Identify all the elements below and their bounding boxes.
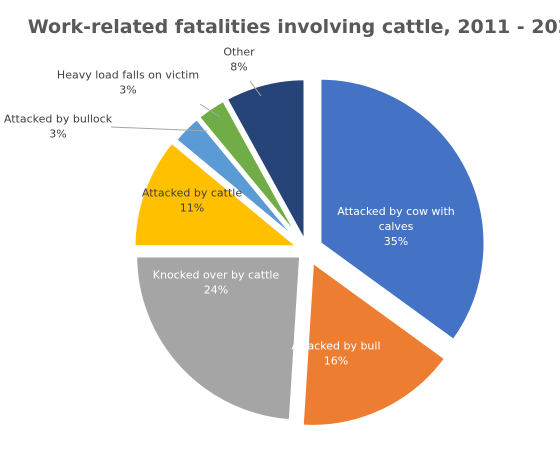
data-label-heavy-load-falls-on-victim: Heavy load falls on victim 3% [57, 69, 199, 97]
data-label-attacked-by-bullock: Attacked by bullock 3% [4, 113, 113, 141]
slice-label-text: Attacked by bullock [4, 113, 113, 126]
slice-label-text: Knocked over by cattle [153, 269, 280, 282]
slice-percent: 3% [119, 84, 136, 97]
slice-knocked-over-by-cattle [133, 253, 304, 424]
data-label-other: Other 8% [223, 46, 255, 74]
slice-label-text: Attacked by cow with [337, 205, 455, 218]
pie-slices [131, 75, 488, 429]
slice-heavy-load-falls-on-victim [194, 96, 306, 247]
slice-percent: 16% [324, 355, 348, 368]
data-label-attacked-by-cow-with-calves: Attacked by cow with calves 35% [337, 205, 455, 248]
slice-label-text: calves [379, 220, 414, 233]
leader-line-other [249, 80, 262, 97]
data-label-attacked-by-bull: Attacked by bull 16% [291, 340, 380, 368]
slice-attacked-by-bull [299, 257, 450, 429]
slice-percent: 11% [180, 202, 204, 215]
slice-other [222, 76, 308, 246]
slice-label-text: Heavy load falls on victim [57, 69, 199, 82]
slice-percent: 24% [204, 284, 228, 297]
slice-percent: 35% [384, 235, 408, 248]
slice-label-text: Attacked by cattle [142, 187, 242, 200]
chart-title: Work-related fatalities involving cattle… [28, 16, 560, 38]
data-label-attacked-by-cattle: Attacked by cattle 11% [142, 187, 242, 215]
slice-percent: 3% [49, 128, 66, 141]
slice-labels: Attacked by cow with calves 35%Attacked by… [4, 46, 455, 368]
leader-line-attacked-by-bullock [110, 126, 208, 132]
leader-line-heavy-load-falls-on-victim [199, 103, 221, 118]
slice-percent: 8% [230, 61, 247, 74]
data-label-knocked-over-by-cattle: Knocked over by cattle 24% [153, 269, 280, 297]
slice-attacked-by-cattle [131, 138, 306, 250]
leader-lines [110, 80, 262, 132]
slice-label-text: Attacked by bull [291, 340, 380, 353]
slice-attacked-by-cow-with-calves [317, 75, 488, 345]
slice-label-text: Other [223, 46, 255, 59]
